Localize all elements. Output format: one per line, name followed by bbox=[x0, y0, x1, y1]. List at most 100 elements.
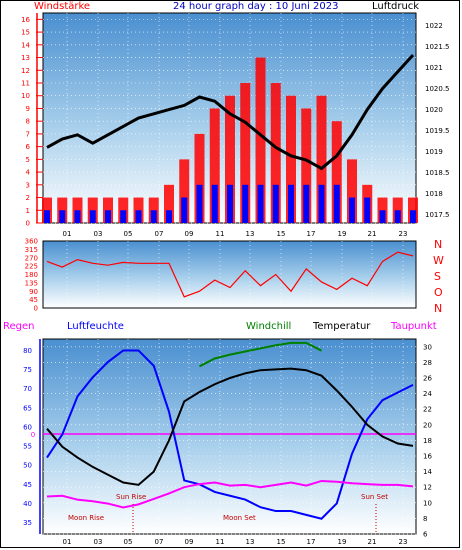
tick-labels: 0123456789101112131415161017.510181018.5… bbox=[21, 16, 449, 546]
wind-gust-bar-7 bbox=[150, 210, 157, 223]
p3-hour-tick-9: 19 bbox=[338, 538, 347, 546]
temperature-tick-0: 6 bbox=[423, 531, 428, 539]
wind-speed-bar-11 bbox=[209, 108, 220, 223]
wind-speed-tick-12: 12 bbox=[21, 67, 30, 75]
temperature-tick-7: 20 bbox=[423, 421, 432, 429]
humidity-title: Luftfeuchte bbox=[67, 321, 124, 332]
wind-gust-bar-1 bbox=[59, 210, 66, 223]
pressure-tick-0: 1017.5 bbox=[425, 211, 450, 219]
p3-hour-tick-8: 17 bbox=[307, 538, 316, 546]
wind-speed-bar-17 bbox=[301, 108, 312, 223]
wind-speed-tick-15: 15 bbox=[21, 29, 30, 37]
wind-speed-tick-14: 14 bbox=[21, 41, 30, 49]
temperature-tick-11: 28 bbox=[423, 359, 432, 367]
wind-speed-bar-12 bbox=[225, 95, 235, 223]
wind-speed-tick-2: 2 bbox=[26, 194, 30, 202]
wind-speed-tick-5: 5 bbox=[26, 156, 30, 164]
wind-gust-bar-21 bbox=[364, 197, 371, 223]
pressure-title: Luftdruck bbox=[372, 1, 420, 12]
moon-rise-label: Moon Rise bbox=[68, 514, 104, 522]
wind-speed-tick-3: 3 bbox=[26, 181, 30, 189]
humidity-tick-5: 60 bbox=[23, 423, 32, 431]
wind-gust-bar-2 bbox=[74, 210, 81, 223]
humidity-tick-3: 50 bbox=[23, 462, 32, 470]
p1-hour-tick-0: 01 bbox=[63, 230, 72, 238]
rain-zero-label: 0 bbox=[31, 431, 35, 439]
direction-label-n-top: N bbox=[434, 238, 443, 251]
wind-speed-tick-7: 7 bbox=[26, 130, 30, 138]
wind-speed-tick-8: 8 bbox=[26, 118, 30, 126]
pressure-tick-8: 1021.5 bbox=[425, 43, 450, 51]
p1-hour-tick-9: 19 bbox=[338, 230, 347, 238]
annotations-layer: 0 Sun Rise Sun Set Moon Rise Moon Set bbox=[31, 431, 388, 534]
temperature-line bbox=[46, 367, 414, 486]
wind-speed-tick-13: 13 bbox=[21, 54, 30, 62]
wind-gust-bar-11 bbox=[211, 184, 218, 223]
humidity-line bbox=[46, 349, 414, 520]
humidity-tick-4: 55 bbox=[23, 443, 32, 451]
p3-hour-tick-10: 21 bbox=[368, 538, 377, 546]
wind-speed-tick-0: 0 bbox=[26, 220, 30, 228]
temperature-tick-12: 30 bbox=[423, 343, 432, 351]
dewpoint-line bbox=[46, 479, 414, 509]
sun-set-label: Sun Set bbox=[361, 493, 388, 501]
wind-gust-bar-3 bbox=[89, 210, 96, 223]
pressure-tick-1: 1018 bbox=[425, 190, 443, 198]
p1-hour-tick-7: 15 bbox=[277, 230, 286, 238]
direction-tick-4: 180 bbox=[25, 271, 38, 279]
sun-rise-label: Sun Rise bbox=[116, 493, 146, 501]
wind-speed-bar-10 bbox=[194, 133, 205, 223]
wind-speed-bar-18 bbox=[316, 95, 327, 223]
pressure-tick-9: 1022 bbox=[425, 22, 443, 30]
wind-gust-bar-9 bbox=[181, 197, 188, 223]
p1-hour-tick-6: 13 bbox=[246, 230, 255, 238]
temperature-tick-10: 26 bbox=[423, 375, 432, 383]
dewpoint-title: Taupunkt bbox=[391, 321, 437, 332]
p1-hour-tick-2: 05 bbox=[124, 230, 133, 238]
wind-gust-bar-12 bbox=[227, 184, 233, 223]
wind-gust-bar-6 bbox=[135, 210, 142, 223]
p3-hour-tick-4: 09 bbox=[185, 538, 194, 546]
wind-direction-plot-bg bbox=[42, 240, 417, 309]
direction-tick-5: 225 bbox=[25, 263, 38, 271]
humidity-temperature-plot-bg bbox=[42, 338, 417, 535]
wind-gust-bar-19 bbox=[333, 184, 340, 223]
wind-speed-bar-8 bbox=[164, 184, 174, 223]
p1-hour-tick-5: 11 bbox=[216, 230, 225, 238]
temperature-tick-6: 18 bbox=[423, 437, 432, 445]
temperature-tick-1: 8 bbox=[423, 515, 427, 523]
wind-speed-bar-9 bbox=[179, 159, 190, 223]
wind-speed-tick-6: 6 bbox=[26, 143, 31, 151]
windchill-title: Windchill bbox=[246, 321, 292, 332]
wind-speed-bar-15 bbox=[270, 83, 281, 223]
p1-hour-tick-1: 03 bbox=[94, 230, 103, 238]
humidity-tick-9: 80 bbox=[23, 347, 32, 355]
wind-gust-bar-16 bbox=[288, 184, 294, 223]
wind-gust-bar-4 bbox=[105, 210, 111, 223]
humidity-tick-6: 65 bbox=[23, 404, 32, 412]
p3-hour-tick-5: 11 bbox=[216, 538, 225, 546]
wind-gust-bar-8 bbox=[166, 210, 172, 223]
pressure-tick-2: 1018.5 bbox=[425, 169, 450, 177]
humidity-tick-1: 40 bbox=[23, 500, 32, 508]
wind-gust-bar-23 bbox=[394, 210, 401, 223]
pressure-tick-6: 1020.5 bbox=[425, 85, 450, 93]
wind-speed-tick-1: 1 bbox=[26, 207, 30, 215]
p3-hour-tick-6: 13 bbox=[246, 538, 255, 546]
wind-speed-bar-14 bbox=[255, 57, 266, 223]
wind-speed-tick-16: 16 bbox=[21, 16, 30, 24]
direction-label-n-bottom: N bbox=[434, 302, 443, 315]
pressure-line bbox=[46, 53, 415, 171]
p3-hour-tick-7: 15 bbox=[277, 538, 286, 546]
wind-gust-bar-17 bbox=[303, 184, 310, 223]
pressure-tick-5: 1020 bbox=[425, 106, 443, 114]
p1-hour-tick-10: 21 bbox=[368, 230, 377, 238]
direction-tick-7: 315 bbox=[25, 246, 38, 254]
p3-hour-tick-11: 23 bbox=[399, 538, 408, 546]
wind-speed-title: Windstärke bbox=[34, 1, 91, 12]
pressure-tick-4: 1019.5 bbox=[425, 127, 450, 135]
temperature-tick-4: 14 bbox=[423, 468, 432, 476]
wind-speed-tick-4: 4 bbox=[26, 169, 31, 177]
chart-date-title: 24 hour graph day : 10 Juni 2023 bbox=[173, 1, 339, 12]
